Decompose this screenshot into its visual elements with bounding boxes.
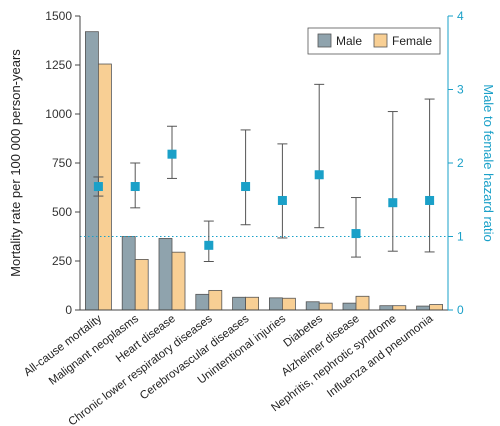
left-tick-label-0: 0 [65,303,72,317]
right-tick-label-0: 0 [457,303,464,317]
legend-swatch-female [373,33,388,48]
bar-male-9 [416,305,431,311]
right-tick-label-1: 1 [457,230,464,244]
bar-male-7 [342,302,357,311]
right-tick-label-2: 2 [457,156,464,170]
hr-point-3 [204,240,214,250]
hr-point-1 [130,182,140,192]
legend: Male Female [307,27,441,55]
bar-male-3 [195,293,210,311]
bar-male-2 [158,238,173,311]
bar-female-8 [392,305,407,311]
bar-female-1 [134,259,149,311]
legend-swatch-male [317,33,332,48]
y-axis-title: Mortality rate per 100 000 person-years [8,49,23,277]
hr-point-4 [241,182,251,192]
hr-point-5 [277,195,287,205]
bar-female-5 [281,297,296,311]
right-tick-label-4: 4 [457,9,464,23]
left-tick-label-5: 1250 [45,58,72,72]
left-tick-label-4: 1000 [45,107,72,121]
bars-group [85,31,444,311]
bar-male-1 [121,236,136,311]
bar-male-4 [232,296,247,311]
left-tick-label-3: 750 [52,156,72,170]
axes-group [75,15,453,311]
hr-point-6 [314,170,324,180]
right-tick-label-3: 3 [457,83,464,97]
bar-male-5 [268,297,283,311]
hr-point-9 [425,195,435,205]
left-tick-label-2: 500 [52,205,72,219]
bar-female-9 [429,304,444,311]
hr-point-7 [351,229,361,239]
left-tick-label-1: 250 [52,254,72,268]
hr-point-8 [388,198,398,208]
bar-male-8 [379,305,394,311]
hazard-ratio-group [80,83,448,262]
y-axis-right-title: Male to female hazard ratio [481,84,496,242]
legend-label-female: Female [392,34,432,48]
bar-female-6 [318,302,333,311]
bar-female-4 [245,296,260,311]
hr-point-0 [93,182,103,192]
bar-female-7 [355,295,370,311]
labels-group: 0 250 500 750 1000 1250 1500 0 1 2 3 4 Mortality rat… [8,9,496,426]
legend-label-male: Male [336,34,362,48]
bar-male-6 [305,301,320,311]
bar-female-3 [208,289,223,311]
left-tick-label-6: 1500 [45,9,72,23]
bar-female-2 [171,251,186,311]
hr-point-2 [167,149,177,159]
bar-male-0 [85,31,99,311]
